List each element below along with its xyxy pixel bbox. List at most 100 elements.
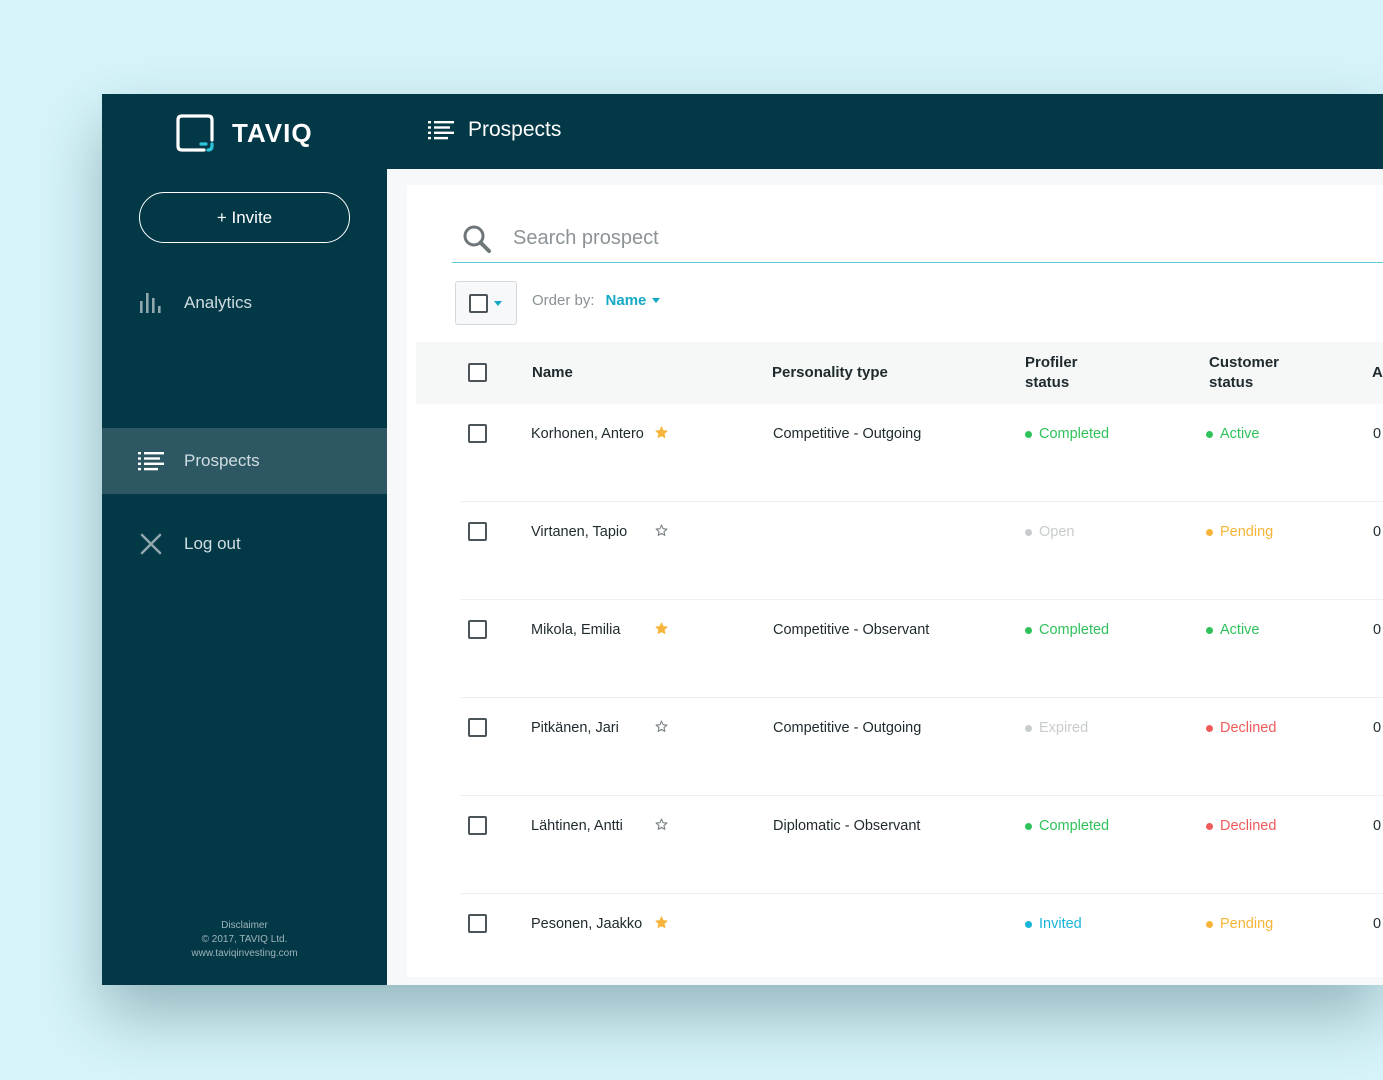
search-bar — [452, 215, 1383, 263]
status-dot — [1025, 822, 1032, 830]
row-divider — [461, 795, 1383, 796]
next-column-value: 0 — [1373, 524, 1382, 540]
table-header: Name Personality type Profiler status Cu… — [416, 342, 1383, 404]
table-row[interactable]: Virtanen, Tapio Open Pending 0 — [407, 502, 1383, 600]
status-text: Active — [1220, 426, 1260, 442]
logo[interactable]: TAVIQ — [174, 112, 313, 154]
next-column-value: 0 — [1373, 818, 1382, 834]
brand-name: TAVIQ — [232, 117, 313, 148]
prospect-name[interactable]: Mikola, Emilia — [531, 622, 621, 638]
sidebar-footer: Disclaimer © 2017, TAVIQ Ltd. www.taviqi… — [102, 919, 387, 961]
page-title: Prospects — [468, 118, 562, 141]
row-checkbox[interactable] — [468, 914, 487, 933]
row-checkbox[interactable] — [468, 718, 487, 737]
taviq-logo-icon — [176, 114, 214, 152]
next-column-value: 0 — [1373, 426, 1382, 442]
table-row[interactable]: Pesonen, Jaakko Invited Pending 0 — [407, 894, 1383, 985]
row-divider — [461, 501, 1383, 502]
column-header-next[interactable]: A — [1372, 364, 1383, 381]
profiler-status: Open — [1025, 524, 1074, 540]
star-icon[interactable] — [655, 524, 668, 537]
column-header-customer-status[interactable]: Customer status — [1209, 353, 1279, 393]
personality-type: Competitive - Outgoing — [773, 720, 922, 736]
select-all-checkbox[interactable] — [469, 293, 488, 313]
customer-status: Declined — [1206, 720, 1276, 736]
status-dot — [1206, 528, 1213, 536]
status-text: Expired — [1039, 720, 1089, 736]
sidebar-item-analytics[interactable]: Analytics — [102, 270, 387, 336]
sidebar-item-label: Prospects — [184, 451, 260, 470]
column-header-text: status — [1209, 374, 1254, 391]
prospect-name[interactable]: Pitkänen, Jari — [531, 720, 619, 736]
app-window: TAVIQ Prospects + Invite Analy — [102, 94, 1383, 985]
status-dot — [1206, 920, 1213, 928]
disclaimer-link[interactable]: Disclaimer — [221, 920, 268, 931]
prospect-name[interactable]: Pesonen, Jaakko — [531, 916, 643, 932]
status-dot — [1025, 528, 1032, 536]
header-checkbox[interactable] — [468, 363, 487, 382]
sidebar-item-label: Analytics — [184, 293, 253, 312]
copyright-text: © 2017, TAVIQ Ltd. — [201, 934, 288, 945]
status-text: Completed — [1039, 622, 1110, 638]
table-row[interactable]: Pitkänen, Jari Competitive - Outgoing Ex… — [407, 698, 1383, 796]
prospect-name[interactable]: Lähtinen, Antti — [531, 818, 623, 834]
star-icon[interactable] — [655, 720, 668, 733]
status-dot — [1206, 822, 1213, 830]
status-text: Completed — [1039, 426, 1110, 442]
order-by-select[interactable]: Name — [605, 292, 647, 309]
status-dot — [1206, 430, 1213, 438]
select-all-dropdown[interactable] — [455, 281, 517, 325]
customer-status: Pending — [1206, 524, 1273, 540]
status-text: Open — [1039, 524, 1075, 540]
sidebar-item-logout[interactable]: Log out — [102, 511, 387, 577]
prospect-name[interactable]: Korhonen, Antero — [531, 426, 644, 442]
sidebar: + Invite Analytics — [102, 169, 387, 985]
column-header-text: Customer — [1209, 354, 1280, 371]
row-checkbox[interactable] — [468, 424, 487, 443]
row-divider — [461, 599, 1383, 600]
customer-status: Declined — [1206, 818, 1276, 834]
column-header-name[interactable]: Name — [532, 364, 573, 381]
table-row[interactable]: Mikola, Emilia Competitive - Observant C… — [407, 600, 1383, 698]
status-dot — [1025, 920, 1032, 928]
profiler-status: Invited — [1025, 916, 1082, 932]
status-dot — [1025, 626, 1032, 634]
list-icon — [428, 121, 454, 140]
row-checkbox[interactable] — [468, 522, 487, 541]
website-link[interactable]: www.taviqinvesting.com — [191, 948, 298, 959]
customer-status: Pending — [1206, 916, 1273, 932]
invite-button[interactable]: + Invite — [139, 192, 350, 243]
column-header-text: status — [1025, 374, 1070, 391]
search-icon — [463, 225, 491, 253]
column-header-profiler-status[interactable]: Profiler status — [1025, 353, 1078, 393]
prospect-name[interactable]: Virtanen, Tapio — [531, 524, 628, 540]
status-dot — [1025, 724, 1032, 732]
star-icon[interactable] — [655, 622, 668, 635]
next-column-value: 0 — [1373, 916, 1382, 932]
status-text: Pending — [1220, 916, 1274, 932]
row-divider — [461, 893, 1383, 894]
row-checkbox[interactable] — [468, 816, 487, 835]
table-row[interactable]: Lähtinen, Antti Diplomatic - Observant C… — [407, 796, 1383, 894]
prospects-panel: Order by: Name Name Personality type Pro… — [407, 185, 1383, 977]
status-text: Declined — [1220, 720, 1277, 736]
column-header-text: Profiler — [1025, 354, 1078, 371]
status-text: Completed — [1039, 818, 1110, 834]
star-icon[interactable] — [655, 426, 668, 439]
next-column-value: 0 — [1373, 720, 1382, 736]
sidebar-item-prospects[interactable]: Prospects — [102, 428, 387, 494]
status-text: Invited — [1039, 916, 1082, 932]
star-icon[interactable] — [655, 916, 668, 929]
customer-status: Active — [1206, 426, 1260, 442]
status-dot — [1206, 724, 1213, 732]
table-row[interactable]: Korhonen, Antero Competitive - Outgoing … — [407, 404, 1383, 502]
personality-type: Competitive - Outgoing — [773, 426, 922, 442]
personality-type: Competitive - Observant — [773, 622, 930, 638]
order-by-label: Order by: — [532, 292, 595, 309]
status-dot — [1025, 430, 1032, 438]
order-by: Order by: Name — [532, 292, 661, 309]
row-checkbox[interactable] — [468, 620, 487, 639]
search-input[interactable] — [513, 227, 1213, 250]
star-icon[interactable] — [655, 818, 668, 831]
column-header-personality[interactable]: Personality type — [772, 364, 888, 381]
